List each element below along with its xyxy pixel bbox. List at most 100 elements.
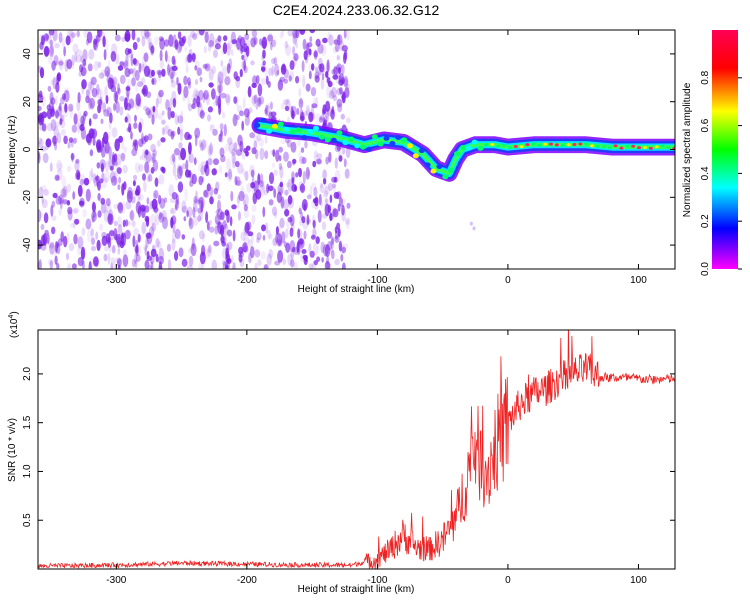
noise-speck <box>251 95 258 107</box>
noise-speck <box>343 52 347 64</box>
noise-speck <box>182 94 186 102</box>
noise-speck <box>285 242 291 253</box>
noise-speck <box>107 131 111 138</box>
snr-y-tick-label: 0.5 <box>22 513 33 527</box>
noise-speck <box>324 261 331 269</box>
noise-speck <box>221 65 228 77</box>
noise-speck <box>150 143 156 153</box>
noise-speck <box>171 153 176 163</box>
noise-speck <box>299 183 306 194</box>
noise-speck <box>257 96 261 106</box>
noise-speck <box>170 111 175 119</box>
ridge-blob <box>601 145 606 149</box>
noise-speck <box>311 182 316 191</box>
noise-speck <box>295 30 300 39</box>
noise-speck <box>80 115 85 126</box>
noise-speck <box>113 153 118 162</box>
noise-speck <box>279 76 286 83</box>
noise-speck <box>203 30 211 34</box>
noise-speck <box>131 220 137 228</box>
noise-speck <box>115 257 122 263</box>
noise-speck <box>339 87 343 95</box>
noise-speck <box>157 92 163 105</box>
noise-speck <box>183 75 188 86</box>
noise-speck <box>177 181 184 193</box>
noise-speck <box>243 193 249 207</box>
noise-speck <box>284 189 289 196</box>
noise-speck <box>181 205 188 214</box>
noise-speck <box>158 70 162 82</box>
noise-speck <box>283 99 289 105</box>
noise-speck <box>201 139 206 151</box>
noise-speck <box>151 223 155 236</box>
noise-speck <box>292 32 298 45</box>
ridge-blob <box>631 144 636 148</box>
noise-speck <box>174 174 179 181</box>
noise-speck <box>174 250 179 261</box>
noise-speck <box>53 125 59 138</box>
noise-speck <box>209 142 213 155</box>
noise-speck <box>217 199 221 213</box>
noise-speck <box>271 65 275 77</box>
noise-speck <box>178 40 182 52</box>
noise-speck <box>281 30 285 37</box>
noise-speck <box>119 74 126 85</box>
ridge-blob <box>283 126 290 132</box>
noise-speck <box>336 98 343 108</box>
noise-speck <box>312 97 317 104</box>
noise-speck <box>197 199 201 205</box>
noise-speck <box>309 185 313 198</box>
noise-speck <box>305 105 310 117</box>
noise-speck <box>157 113 164 120</box>
spectrogram-y-axis-label: Frequency (Hz) <box>7 116 18 185</box>
noise-speck <box>313 260 318 266</box>
noise-speck <box>59 197 63 210</box>
noise-speck <box>317 209 322 223</box>
snr-frame <box>37 329 676 570</box>
noise-speck <box>262 234 266 241</box>
noise-speck <box>303 203 307 210</box>
noise-speck <box>243 209 250 219</box>
noise-speck <box>174 114 180 125</box>
noise-speck <box>57 132 62 144</box>
noise-speck <box>63 46 66 57</box>
noise-speck <box>336 63 342 71</box>
noise-speck <box>331 176 337 183</box>
noise-speck <box>108 209 114 222</box>
noise-speck <box>55 195 62 205</box>
noise-speck <box>291 177 295 185</box>
noise-speck <box>90 76 97 86</box>
noise-speck <box>188 216 192 227</box>
noise-speck <box>141 207 146 219</box>
snr-marks <box>38 330 675 569</box>
noise-speck <box>262 180 265 194</box>
noise-speck <box>113 203 118 209</box>
noise-speck <box>329 90 335 99</box>
noise-speck <box>76 30 80 38</box>
noise-speck <box>309 30 316 34</box>
noise-speck <box>194 60 200 68</box>
noise-speck <box>218 103 222 116</box>
noise-speck <box>114 138 120 152</box>
noise-speck <box>181 35 187 44</box>
noise-speck <box>146 176 151 182</box>
ridge-blob <box>572 143 577 146</box>
noise-speck <box>235 75 241 82</box>
noise-speck <box>103 49 107 61</box>
noise-speck <box>135 244 139 257</box>
noise-speck <box>315 38 321 47</box>
noise-speck <box>132 67 137 78</box>
noise-speck <box>170 80 176 88</box>
noise-speck <box>51 226 56 235</box>
noise-speck <box>85 95 90 104</box>
noise-speck <box>308 70 312 80</box>
noise-speck <box>144 161 150 174</box>
noise-speck <box>251 95 257 105</box>
noise-speck <box>145 217 150 227</box>
noise-speck <box>205 94 210 106</box>
noise-speck <box>161 167 166 174</box>
noise-speck <box>176 201 181 208</box>
ridge-blob <box>371 134 378 140</box>
noise-speck <box>249 132 256 139</box>
noise-speck <box>313 150 318 161</box>
